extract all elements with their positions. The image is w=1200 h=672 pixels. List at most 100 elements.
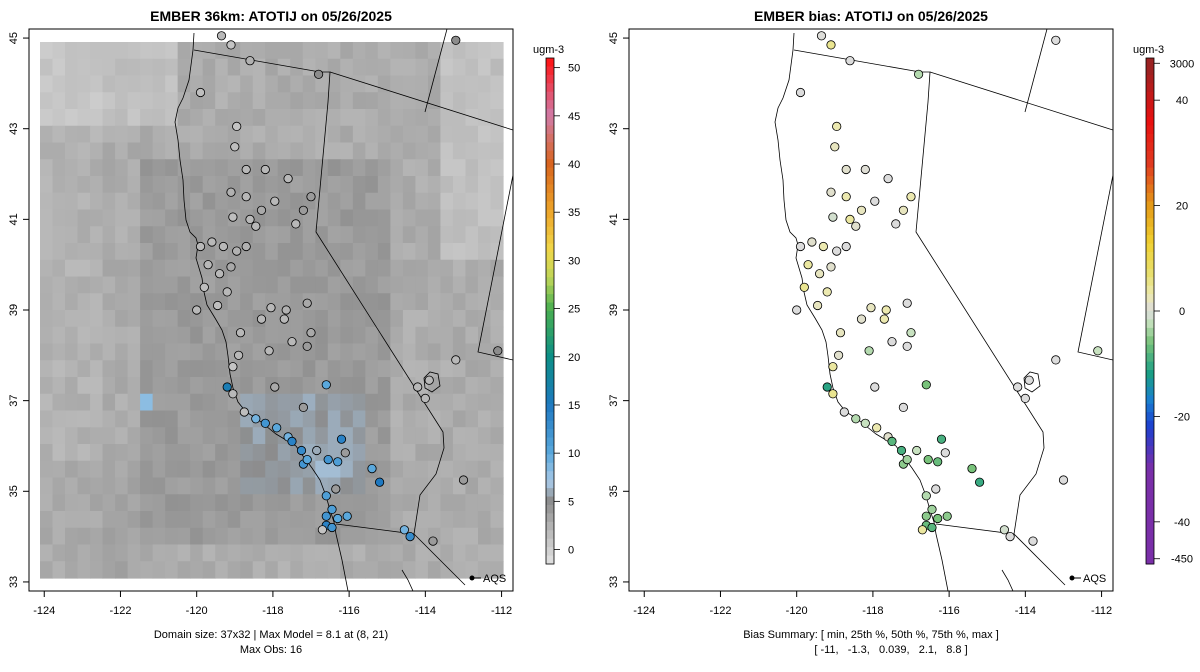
grid-cell — [115, 42, 129, 60]
grid-cell — [102, 427, 116, 445]
grid-cell — [202, 561, 216, 579]
grid-cell — [377, 293, 391, 311]
grid-cell — [452, 226, 467, 244]
grid-cell — [40, 276, 54, 294]
grid-cell — [165, 159, 179, 177]
grid-cell — [427, 259, 442, 278]
grid-cell — [252, 527, 266, 546]
grid-cell — [402, 310, 416, 328]
grid-cell — [202, 343, 216, 361]
station-bias-marker — [933, 457, 943, 467]
grid-cell — [215, 92, 229, 110]
grid-cell — [415, 427, 429, 445]
grid-cell — [240, 176, 254, 194]
station-bias-marker — [795, 241, 806, 252]
grid-cell — [102, 226, 116, 244]
station-marker — [272, 423, 282, 433]
station-bias-marker — [835, 328, 846, 338]
grid-cell — [440, 410, 454, 428]
left-colorbar-segment — [546, 420, 554, 430]
station-marker — [493, 346, 503, 356]
grid-cell — [202, 192, 216, 211]
grid-cell — [402, 444, 416, 462]
left-colorbar-segment — [546, 302, 554, 312]
grid-cell — [202, 544, 216, 562]
grid-cell — [352, 259, 366, 278]
grid-cell — [177, 92, 191, 110]
grid-cell — [490, 293, 504, 311]
grid-cell — [65, 561, 79, 579]
grid-cell — [402, 410, 416, 428]
grid-cell — [65, 192, 79, 211]
grid-cell — [452, 42, 467, 60]
grid-cell — [165, 326, 179, 345]
left-colorbar-segment — [546, 513, 554, 523]
grid-cell — [277, 460, 291, 479]
grid-cell — [427, 75, 442, 93]
grid-cell — [452, 209, 467, 227]
grid-cell — [315, 259, 329, 278]
grid-cell — [290, 377, 304, 395]
grid-cell — [327, 125, 341, 144]
grid-cell — [40, 444, 54, 462]
grid-cell — [90, 259, 104, 278]
left-baja-coast — [401, 569, 414, 591]
station-marker — [458, 475, 469, 485]
grid-cell — [152, 343, 166, 361]
left-colorbar-segment — [546, 285, 554, 295]
grid-cell — [402, 377, 416, 395]
right-x-axis: -124 -122 -120 -118 -116 -114 -112 — [633, 591, 1112, 617]
grid-cell — [177, 293, 191, 311]
grid-cell — [177, 360, 191, 378]
grid-cell — [152, 561, 166, 579]
grid-cell — [240, 310, 254, 328]
grid-cell — [252, 511, 266, 529]
grid-cell — [227, 159, 241, 177]
grid-cell — [152, 377, 166, 395]
grid-cell — [415, 243, 429, 261]
right-colorbar-segment — [1146, 268, 1154, 278]
left-aqs-label: AQS — [483, 573, 506, 585]
grid-cell — [190, 427, 204, 445]
station-marker — [321, 491, 331, 501]
left-colorbar-segment — [546, 488, 554, 498]
grid-cell — [140, 58, 154, 77]
grid-cell — [165, 259, 179, 278]
grid-cell — [277, 494, 291, 512]
grid-cell — [390, 42, 404, 60]
grid-cell — [165, 527, 179, 546]
station-marker — [207, 237, 217, 247]
station-bias-marker — [927, 504, 937, 514]
grid-cell — [140, 109, 154, 127]
grid-cell — [290, 142, 304, 160]
right-colorbar-segment — [1146, 504, 1154, 514]
station-marker — [287, 337, 297, 347]
grid-cell — [202, 494, 216, 512]
grid-cell — [365, 75, 379, 93]
grid-cell — [365, 561, 379, 579]
station-bias-marker — [826, 187, 836, 197]
grid-cell — [290, 42, 304, 60]
grid-cell — [240, 393, 254, 412]
grid-cell — [427, 125, 442, 144]
station-bias-marker — [866, 303, 876, 313]
grid-cell — [190, 544, 204, 562]
grid-cell — [365, 544, 379, 562]
station-marker — [317, 525, 327, 535]
grid-cell — [165, 360, 179, 378]
grid-cell — [240, 293, 254, 311]
grid-cell — [490, 477, 504, 495]
grid-cell — [90, 276, 104, 294]
grid-cell — [215, 159, 229, 177]
grid-cell — [77, 527, 91, 546]
grid-cell — [252, 75, 266, 93]
grid-cell — [65, 343, 79, 361]
grid-cell — [440, 293, 454, 311]
grid-cell — [202, 511, 216, 529]
grid-cell — [340, 58, 354, 77]
grid-cell — [390, 310, 404, 328]
grid-cell — [390, 326, 404, 345]
grid-cell — [152, 427, 166, 445]
grid-cell — [77, 326, 91, 345]
left-colorbar-segment — [546, 311, 554, 320]
